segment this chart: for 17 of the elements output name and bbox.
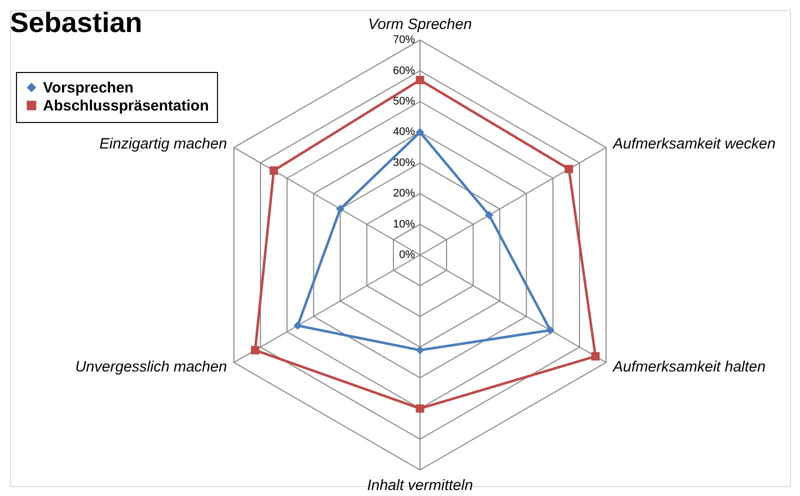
- y-tick-label: 60%: [392, 64, 416, 77]
- spoke-label: Vorm Sprechen: [368, 16, 472, 34]
- spoke-label: Inhalt vermitteln: [367, 476, 473, 494]
- spoke-label: Unvergesslich machen: [75, 358, 227, 376]
- y-tick-label: 20%: [392, 188, 416, 200]
- y-tick-label: 50%: [392, 96, 416, 108]
- y-tick-label: 40%: [392, 126, 416, 138]
- legend-label: Vorsprechen: [43, 80, 134, 96]
- y-tick-label: 0%: [399, 249, 416, 261]
- spoke-label: Aufmerksamkeit halten: [612, 358, 766, 376]
- chart-title: Sebastian: [10, 7, 142, 38]
- y-tick-label: 10%: [392, 218, 416, 230]
- legend-label: Abschlusspräsentation: [43, 98, 209, 114]
- spoke-label: Aufmerksamkeit wecken: [612, 136, 776, 153]
- y-tick-label: 30%: [392, 156, 416, 169]
- y-tick-label: 70%: [392, 34, 416, 46]
- spoke-label: Einzigartig machen: [99, 136, 227, 153]
